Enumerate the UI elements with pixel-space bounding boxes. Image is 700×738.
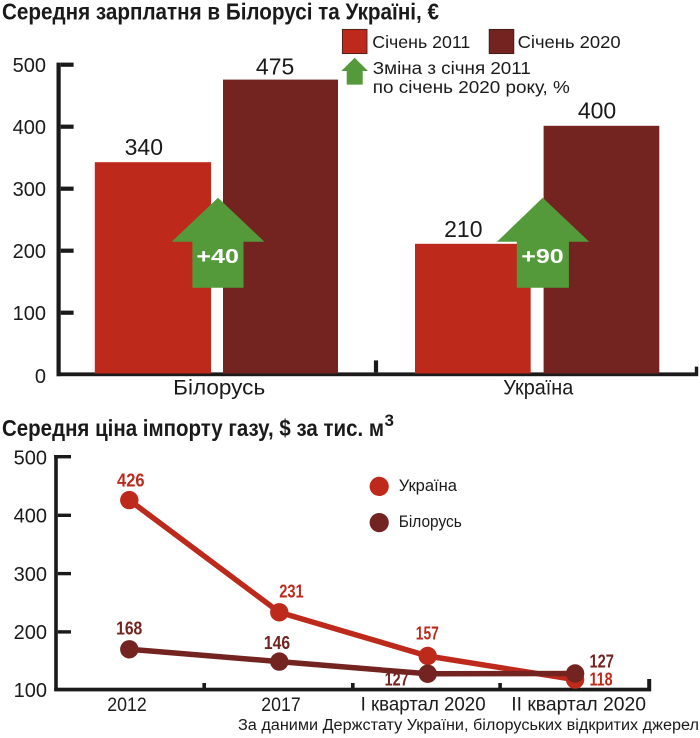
svg-text:2012: 2012 xyxy=(107,694,146,716)
svg-text:146: 146 xyxy=(264,633,290,653)
svg-text:300: 300 xyxy=(13,179,46,201)
svg-text:118: 118 xyxy=(590,669,613,689)
svg-text:I квартал 2020: I квартал 2020 xyxy=(361,694,486,716)
svg-text:127: 127 xyxy=(590,651,614,671)
svg-text:0: 0 xyxy=(35,366,46,388)
svg-text:400: 400 xyxy=(578,97,616,123)
svg-text:Зміна з січня 2011: Зміна з січня 2011 xyxy=(373,58,531,78)
svg-text:Україна: Україна xyxy=(503,377,573,400)
svg-text:200: 200 xyxy=(14,622,47,644)
svg-text:2017: 2017 xyxy=(261,694,300,716)
svg-text:127: 127 xyxy=(385,669,409,689)
svg-text:Україна: Україна xyxy=(399,476,458,495)
svg-text:Середня ціна імпорту газу, $ з: Середня ціна імпорту газу, $ за тис. м3 xyxy=(2,411,394,441)
svg-text:За даними Держстату України, б: За даними Держстату України, білоруських… xyxy=(238,717,699,734)
svg-text:400: 400 xyxy=(14,506,47,528)
svg-text:Середня зарплатня в Білорусі т: Середня зарплатня в Білорусі та Україні,… xyxy=(2,0,439,25)
svg-text:+90: +90 xyxy=(521,246,564,268)
svg-text:200: 200 xyxy=(13,241,46,263)
svg-text:500: 500 xyxy=(14,447,47,469)
svg-text:210: 210 xyxy=(444,216,482,242)
svg-text:500: 500 xyxy=(13,55,46,77)
svg-text:475: 475 xyxy=(256,53,294,79)
svg-text:II квартал 2020: II квартал 2020 xyxy=(511,694,646,716)
svg-text:340: 340 xyxy=(125,134,163,160)
svg-text:231: 231 xyxy=(279,582,303,602)
svg-text:Білорусь: Білорусь xyxy=(399,512,462,531)
svg-text:Січень 2020: Січень 2020 xyxy=(518,32,621,52)
svg-text:+40: +40 xyxy=(196,246,239,268)
svg-text:168: 168 xyxy=(116,619,142,639)
svg-text:400: 400 xyxy=(13,117,46,139)
svg-text:100: 100 xyxy=(14,680,47,702)
svg-text:426: 426 xyxy=(117,470,145,490)
svg-text:100: 100 xyxy=(13,303,46,325)
svg-text:по січень 2020 року, %: по січень 2020 року, % xyxy=(373,77,570,97)
svg-text:300: 300 xyxy=(14,564,47,586)
svg-text:Білорусь: Білорусь xyxy=(173,377,265,400)
svg-text:Січень 2011: Січень 2011 xyxy=(372,32,470,52)
svg-text:157: 157 xyxy=(416,623,439,643)
